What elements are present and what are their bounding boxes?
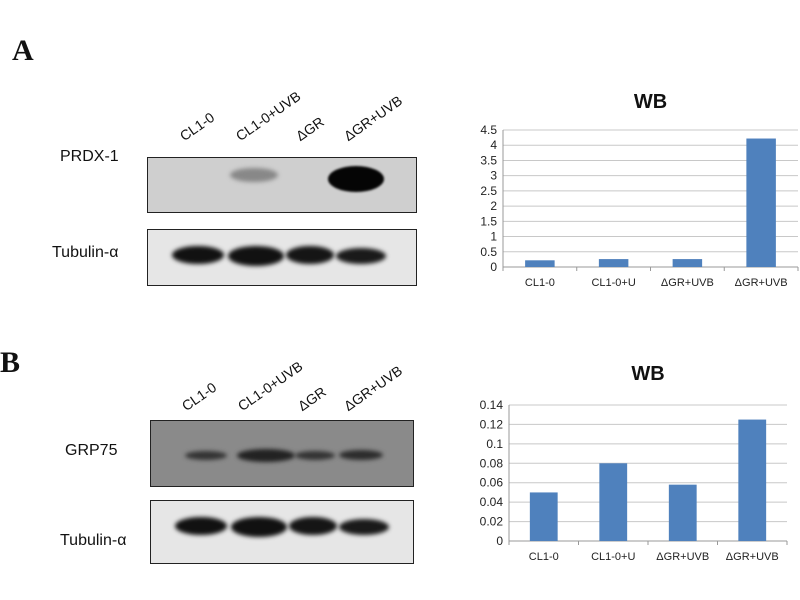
blot-band bbox=[289, 517, 337, 535]
western-blot-tubulin-b bbox=[150, 500, 414, 564]
x-tick-label: CL1-0+U bbox=[591, 277, 635, 289]
x-tick-label: ΔGR+UVB bbox=[656, 551, 709, 563]
loading-control-label: Tubulin-α bbox=[60, 532, 127, 549]
y-tick-label: 0.02 bbox=[480, 515, 504, 529]
target-protein-label: PRDX-1 bbox=[60, 148, 119, 165]
y-tick-label: 2 bbox=[490, 199, 497, 213]
y-tick-label: 0.04 bbox=[480, 495, 504, 509]
panel-label-a: A bbox=[12, 34, 34, 67]
blot-band bbox=[237, 449, 295, 462]
bar bbox=[599, 463, 628, 541]
bar bbox=[672, 259, 703, 267]
y-tick-label: 1.5 bbox=[480, 214, 497, 228]
panel-label-b: B bbox=[0, 346, 21, 379]
y-tick-label: 0.5 bbox=[480, 245, 497, 259]
bar bbox=[738, 419, 767, 541]
bar bbox=[529, 492, 558, 541]
y-tick-label: 1 bbox=[490, 230, 497, 244]
bar bbox=[525, 260, 555, 267]
blot-band bbox=[175, 517, 227, 535]
chart-title: WB bbox=[634, 91, 667, 113]
blot-band bbox=[295, 451, 335, 460]
bar bbox=[598, 259, 629, 267]
bar bbox=[746, 138, 776, 267]
western-blot-prdx1 bbox=[147, 157, 417, 213]
chart-title: WB bbox=[631, 363, 664, 385]
y-tick-label: 3 bbox=[490, 169, 497, 183]
x-tick-label: CL1-0 bbox=[529, 551, 559, 563]
blot-band bbox=[328, 166, 384, 192]
y-tick-label: 4.5 bbox=[480, 123, 497, 137]
loading-control-label: Tubulin-α bbox=[52, 244, 119, 261]
y-tick-label: 0.08 bbox=[480, 456, 504, 470]
y-tick-label: 3.5 bbox=[480, 153, 497, 167]
blot-band bbox=[230, 168, 278, 182]
y-tick-label: 0.06 bbox=[480, 476, 504, 490]
western-blot-grp75 bbox=[150, 420, 414, 487]
y-tick-label: 0.12 bbox=[480, 417, 504, 431]
bar bbox=[668, 484, 697, 541]
western-blot-tubulin-a bbox=[147, 229, 417, 286]
blot-band bbox=[336, 248, 386, 264]
y-tick-label: 2.5 bbox=[480, 184, 497, 198]
x-tick-label: ΔGR+UVB bbox=[661, 277, 714, 289]
y-tick-label: 0.14 bbox=[480, 398, 504, 412]
x-tick-label: CL1-0 bbox=[525, 277, 555, 289]
y-tick-label: 0 bbox=[496, 534, 503, 548]
blot-band bbox=[185, 451, 227, 460]
blot-band bbox=[339, 450, 383, 460]
blot-band bbox=[172, 246, 224, 264]
blot-band bbox=[231, 517, 287, 537]
x-tick-label: ΔGR+UVB bbox=[726, 551, 779, 563]
y-tick-label: 0.1 bbox=[486, 437, 503, 451]
x-tick-label: ΔGR+UVB bbox=[735, 277, 788, 289]
y-tick-label: 4 bbox=[490, 138, 497, 152]
y-tick-label: 0 bbox=[490, 260, 497, 274]
target-protein-label: GRP75 bbox=[65, 442, 118, 459]
blot-band bbox=[228, 246, 284, 266]
blot-band bbox=[286, 246, 334, 264]
x-tick-label: CL1-0+U bbox=[591, 551, 635, 563]
blot-band bbox=[339, 519, 389, 535]
